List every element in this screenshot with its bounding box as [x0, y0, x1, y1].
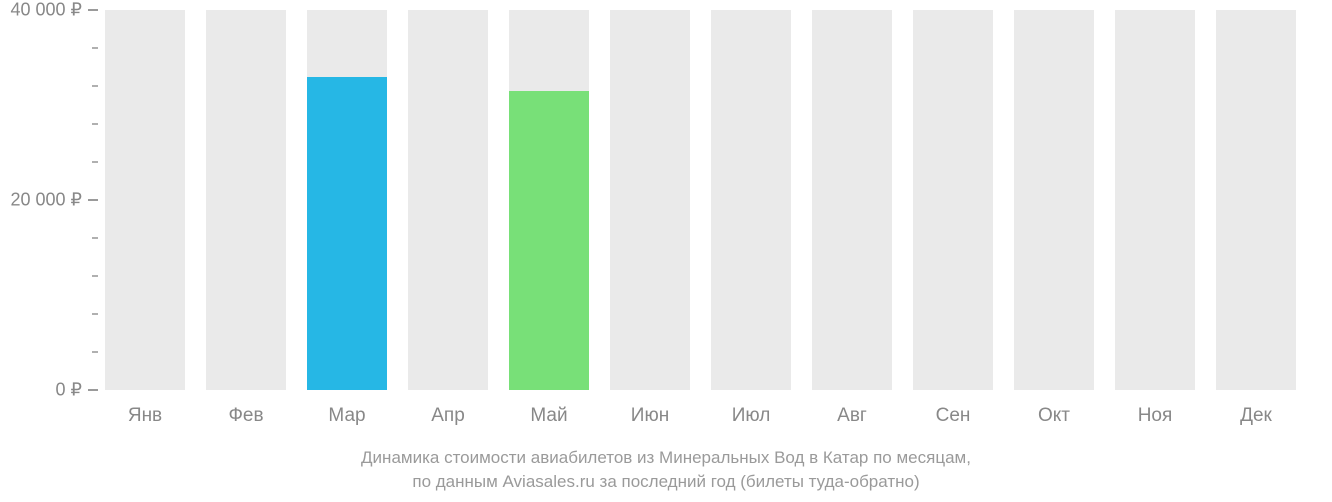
bar-slot — [509, 10, 589, 390]
y-minor-tick — [92, 237, 98, 239]
x-tick-label: Ноя — [1138, 405, 1173, 427]
y-minor-tick — [92, 161, 98, 163]
x-tick-label: Фев — [228, 405, 263, 427]
bar-slot — [812, 10, 892, 390]
bar-background — [1115, 10, 1195, 390]
bar-slot — [1014, 10, 1094, 390]
x-tick-label: Дек — [1240, 405, 1272, 427]
bar-slot — [711, 10, 791, 390]
bar-background — [913, 10, 993, 390]
y-tick-mark — [88, 389, 98, 391]
plot-area — [100, 10, 1310, 390]
y-tick-label: 20 000 ₽ — [10, 190, 82, 211]
y-tick-label: 40 000 ₽ — [10, 0, 82, 21]
y-tick-mark — [88, 199, 98, 201]
y-minor-tick — [92, 85, 98, 87]
x-tick-label: Июл — [732, 405, 771, 427]
y-minor-tick — [92, 351, 98, 353]
bar — [509, 91, 589, 390]
bar-slot — [913, 10, 993, 390]
x-tick-label: Июн — [631, 405, 669, 427]
bar-slot — [1115, 10, 1195, 390]
bar-background — [711, 10, 791, 390]
y-tick-label: 0 ₽ — [56, 380, 82, 401]
bar — [307, 77, 387, 391]
x-tick-label: Авг — [837, 405, 867, 427]
y-minor-tick — [92, 123, 98, 125]
bar-background — [206, 10, 286, 390]
y-minor-tick — [92, 47, 98, 49]
x-tick-label: Май — [530, 405, 567, 427]
x-tick-label: Апр — [431, 405, 465, 427]
y-minor-tick — [92, 313, 98, 315]
x-tick-label: Янв — [128, 405, 162, 427]
bar-background — [105, 10, 185, 390]
x-tick-label: Сен — [936, 405, 971, 427]
bar-slot — [610, 10, 690, 390]
bar-background — [812, 10, 892, 390]
bar-background — [610, 10, 690, 390]
y-tick-mark — [88, 9, 98, 11]
y-minor-tick — [92, 275, 98, 277]
bar-background — [1216, 10, 1296, 390]
bar-background — [408, 10, 488, 390]
bar-slot — [105, 10, 185, 390]
x-tick-label: Окт — [1038, 405, 1070, 427]
bar-background — [1014, 10, 1094, 390]
price-by-month-chart: 0 ₽ 20 000 ₽ 40 000 ₽ Янв Фев Мар Апр Май Июн Ию… — [0, 0, 1332, 502]
bar-slot — [307, 10, 387, 390]
caption-line-2: по данным Aviasales.ru за последний год … — [0, 472, 1332, 492]
x-tick-label: Мар — [328, 405, 365, 427]
bar-slot — [206, 10, 286, 390]
caption-line-1: Динамика стоимости авиабилетов из Минера… — [0, 448, 1332, 468]
bar-slot — [408, 10, 488, 390]
bar-slot — [1216, 10, 1296, 390]
